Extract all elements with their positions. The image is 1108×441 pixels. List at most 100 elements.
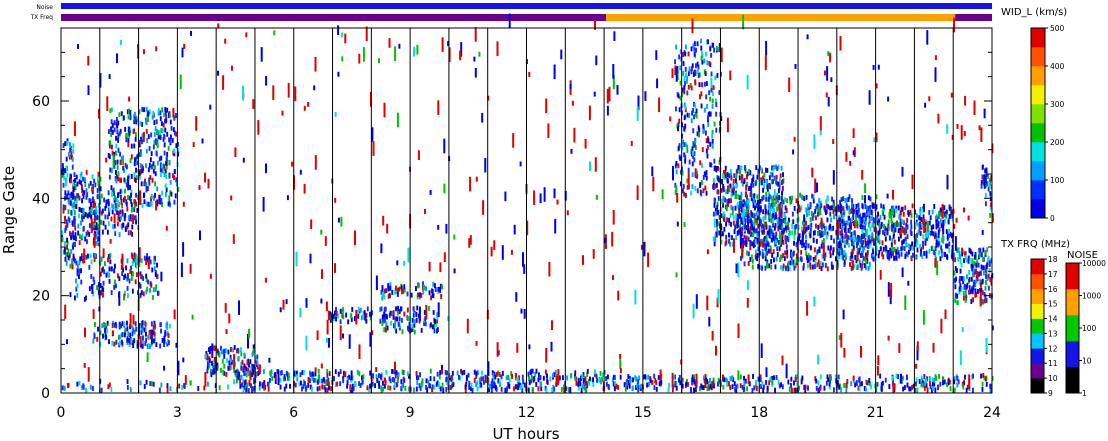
- echo-cell: [342, 378, 345, 384]
- echo-cell: [747, 236, 750, 242]
- echo-cell: [169, 190, 172, 196]
- echo-cell: [140, 181, 143, 187]
- echo-cell: [133, 199, 136, 204]
- echo-cell: [856, 236, 859, 242]
- echo-cell: [380, 289, 383, 295]
- echo-cell: [694, 138, 697, 144]
- echo-cell: [711, 98, 714, 104]
- echo-cell: [380, 388, 383, 393]
- echo-cell: [954, 284, 957, 290]
- echo-cell: [386, 223, 389, 234]
- echo-cell: [90, 274, 93, 279]
- echo-cell: [382, 215, 385, 226]
- echo-cell: [679, 156, 682, 161]
- echo-cell: [989, 383, 992, 389]
- echo-cell: [85, 231, 88, 237]
- echo-cell: [374, 383, 376, 389]
- echo-cell: [361, 379, 364, 385]
- echo-cell: [852, 245, 855, 251]
- echo-cell: [877, 236, 880, 241]
- echo-cell: [838, 217, 841, 223]
- echo-cell: [155, 150, 158, 156]
- echo-cell: [78, 195, 81, 201]
- echo-cell: [985, 298, 988, 303]
- echo-cell: [156, 143, 159, 149]
- echo-cell: [534, 372, 537, 377]
- echo-cell: [145, 289, 148, 295]
- echo-cell: [145, 331, 147, 337]
- echo-cell: [751, 258, 754, 264]
- echo-cell: [720, 213, 723, 219]
- echo-cell: [142, 335, 144, 341]
- echo-cell: [245, 366, 248, 372]
- echo-cell: [158, 387, 161, 393]
- echo-cell: [947, 219, 950, 225]
- echo-cell: [755, 386, 758, 391]
- echo-cell: [87, 253, 89, 259]
- echo-cell: [105, 272, 108, 278]
- echo-cell: [311, 371, 314, 377]
- echo-cell: [709, 46, 712, 52]
- echo-cell: [441, 364, 443, 370]
- echo-cell: [150, 342, 153, 347]
- echo-cell: [982, 164, 984, 170]
- echo-cell: [777, 181, 780, 187]
- echo-cell: [443, 138, 446, 154]
- echo-cell: [150, 132, 153, 138]
- echo-cell: [394, 383, 396, 388]
- echo-cell: [889, 247, 892, 253]
- echo-cell: [135, 253, 138, 269]
- echo-cell: [327, 377, 330, 383]
- echo-cell: [133, 338, 136, 344]
- echo-cell: [944, 252, 947, 257]
- echo-cell: [179, 74, 182, 90]
- echo-cell: [175, 342, 178, 348]
- echo-cell: [778, 239, 780, 245]
- echo-cell: [88, 231, 91, 237]
- echo-cell: [734, 205, 737, 211]
- echo-cell: [674, 182, 677, 188]
- echo-cell: [64, 215, 66, 221]
- echo-cell: [427, 379, 430, 385]
- echo-cell: [336, 381, 339, 387]
- echo-cell: [478, 51, 481, 57]
- echo-cell: [927, 230, 930, 235]
- echo-cell: [97, 171, 100, 177]
- echo-cell: [760, 239, 763, 244]
- echo-cell: [238, 375, 241, 381]
- echo-cell: [898, 236, 900, 242]
- echo-cell: [86, 230, 89, 236]
- echo-cell: [851, 241, 853, 247]
- echo-cell: [113, 284, 116, 290]
- echo-cell: [208, 358, 211, 364]
- echo-cell: [151, 295, 154, 300]
- echo-cell: [390, 320, 393, 326]
- echo-cell: [735, 384, 738, 390]
- echo-cell: [705, 138, 708, 144]
- echo-cell: [99, 271, 102, 277]
- echo-cell: [964, 251, 966, 257]
- echo-cell: [784, 250, 787, 256]
- echo-cell: [181, 47, 184, 58]
- echo-cell: [907, 280, 910, 286]
- echo-cell: [765, 196, 768, 202]
- echo-cell: [395, 285, 397, 291]
- echo-cell: [687, 51, 690, 57]
- echo-cell: [62, 249, 65, 255]
- echo-cell: [98, 108, 100, 119]
- echo-cell: [934, 251, 937, 257]
- echo-cell: [233, 379, 235, 385]
- echo-cell: [900, 207, 903, 212]
- echo-cell: [323, 384, 326, 390]
- echo-cell: [116, 123, 119, 129]
- echo-cell: [702, 123, 705, 129]
- echo-cell: [769, 208, 771, 214]
- echo-cell: [823, 256, 826, 261]
- echo-cell: [107, 190, 110, 196]
- echo-cell: [65, 156, 68, 162]
- echo-cell: [415, 312, 418, 317]
- echo-cell: [289, 383, 291, 389]
- echo-cell: [775, 180, 778, 186]
- echo-cell: [743, 240, 746, 246]
- echo-cell: [600, 379, 602, 385]
